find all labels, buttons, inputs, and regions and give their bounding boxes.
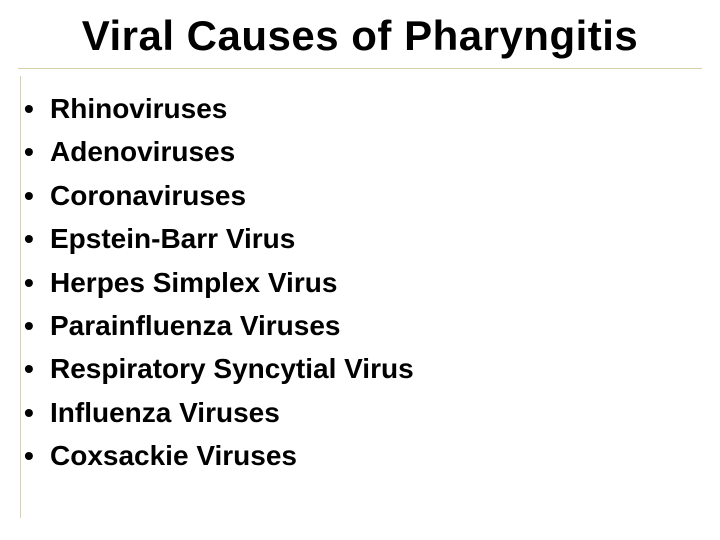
- bullet-icon: •: [22, 304, 50, 347]
- list-item: • Coronaviruses: [22, 174, 690, 217]
- bullet-icon: •: [22, 217, 50, 260]
- list-item: • Parainfluenza Viruses: [22, 304, 690, 347]
- slide: Viral Causes of Pharyngitis • Rhinovirus…: [0, 0, 720, 540]
- list-item-label: Rhinoviruses: [50, 87, 690, 130]
- list-item: • Epstein-Barr Virus: [22, 217, 690, 260]
- list-item-label: Influenza Viruses: [50, 391, 690, 434]
- list-item-label: Parainfluenza Viruses: [50, 304, 690, 347]
- left-divider: [20, 76, 21, 518]
- list-item: • Respiratory Syncytial Virus: [22, 347, 690, 390]
- bullet-icon: •: [22, 87, 50, 130]
- list-item-label: Epstein-Barr Virus: [50, 217, 690, 260]
- list-item-label: Coxsackie Viruses: [50, 434, 690, 477]
- bullet-icon: •: [22, 130, 50, 173]
- bullet-icon: •: [22, 391, 50, 434]
- list-item-label: Herpes Simplex Virus: [50, 261, 690, 304]
- list-item: • Herpes Simplex Virus: [22, 261, 690, 304]
- list-item: • Rhinoviruses: [22, 87, 690, 130]
- content-area: • Rhinoviruses • Adenoviruses • Coronavi…: [0, 69, 720, 478]
- bullet-icon: •: [22, 261, 50, 304]
- list-item-label: Coronaviruses: [50, 174, 690, 217]
- bullet-icon: •: [22, 347, 50, 390]
- bullet-list: • Rhinoviruses • Adenoviruses • Coronavi…: [22, 87, 690, 478]
- list-item: • Influenza Viruses: [22, 391, 690, 434]
- bullet-icon: •: [22, 434, 50, 477]
- list-item: • Adenoviruses: [22, 130, 690, 173]
- bullet-icon: •: [22, 174, 50, 217]
- list-item-label: Adenoviruses: [50, 130, 690, 173]
- slide-title: Viral Causes of Pharyngitis: [0, 0, 720, 68]
- list-item-label: Respiratory Syncytial Virus: [50, 347, 690, 390]
- list-item: • Coxsackie Viruses: [22, 434, 690, 477]
